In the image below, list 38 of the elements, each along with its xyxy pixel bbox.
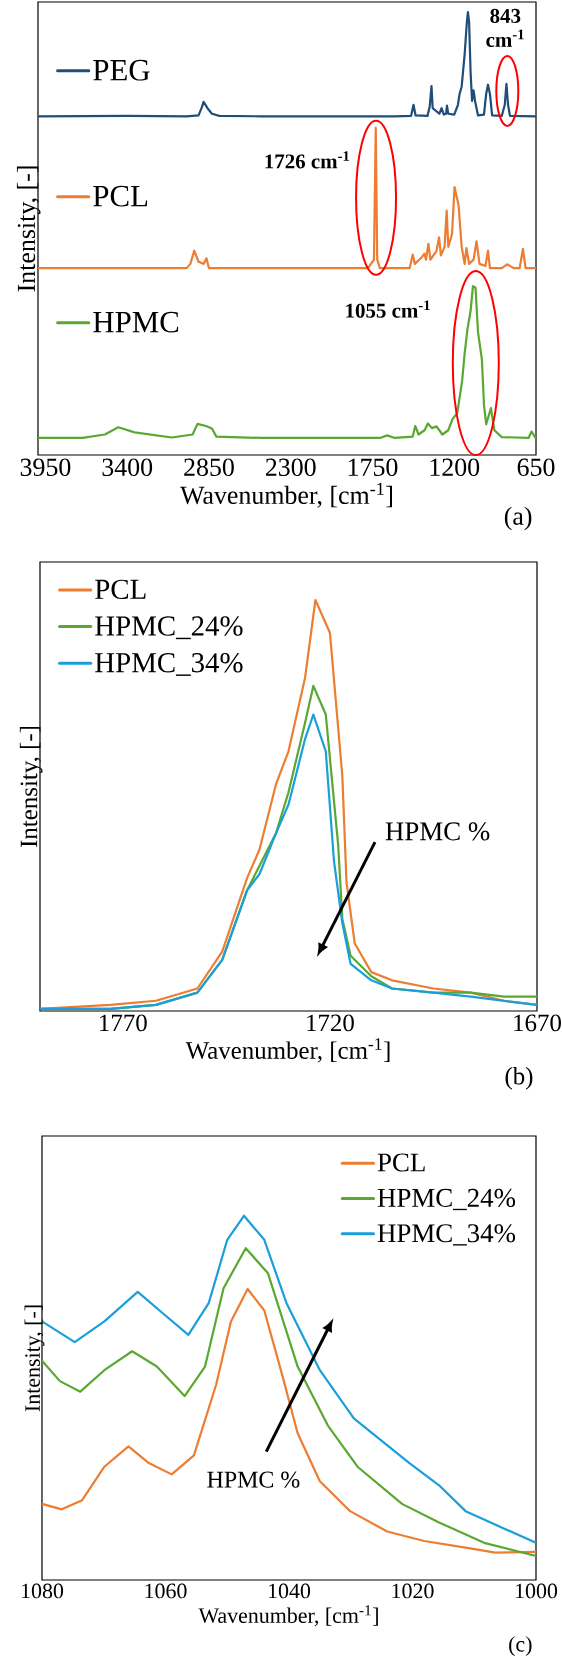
x-tick-label: 3400 [102,458,153,476]
annotation: HPMC % [385,822,490,841]
legend-label: HPMC_34% [377,1224,516,1246]
text: (a) [504,506,532,531]
x-tick-label: 1040 [269,1583,311,1599]
annotation: 843 cm$^{-1}$ [486,8,524,47]
x-axis-title: Wavenumber, [cm$^{-1}$] [185,1038,390,1063]
legend-label: HPMC_24% [95,616,243,640]
x-tick-label: 1720 [307,1014,354,1032]
x-tick-label: 3950 [20,458,71,476]
y-axis-title: Intensity, [-] [19,726,43,848]
x-tick-label: 1750 [348,458,398,476]
legend-label: PCL [93,185,148,207]
annotation: HPMC % [207,1471,300,1488]
legend-label: PEG [93,59,150,81]
y-axis-title: Intensity, [-] [24,1305,45,1412]
x-tick-label: 1060 [145,1583,187,1599]
x-tick-label: 2850 [184,458,234,476]
legend-label: HPMC_34% [95,652,243,676]
x-tick-label: 1770 [100,1014,147,1032]
x-axis-title: Wavenumber, [cm$^{-1}$] [180,482,392,508]
annotation: 1055 cm$^{-1}$ [346,300,430,318]
x-tick-label: 650 [517,458,555,476]
x-tick-label: 1020 [392,1583,434,1599]
x-tick-label: 1670 [514,1014,561,1032]
legend-label: PCL [377,1153,425,1172]
x-tick-label: 1080 [22,1583,64,1599]
x-tick-label: 1200 [430,458,480,476]
legend-label: HPMC [93,311,179,333]
legend-label: HPMC_24% [377,1188,516,1211]
x-tick-label: 1000 [516,1583,558,1599]
x-axis-title: Wavenumber, [cm$^{-1}$] [198,1605,378,1627]
annotation: 1726 cm$^{-1}$ [265,151,350,169]
text: (c) [509,1636,532,1657]
legend-label: PCL [95,579,146,600]
text: (b) [505,1067,533,1090]
y-axis-title: Intensity, [-] [16,166,41,292]
x-tick-label: 2300 [265,458,316,476]
